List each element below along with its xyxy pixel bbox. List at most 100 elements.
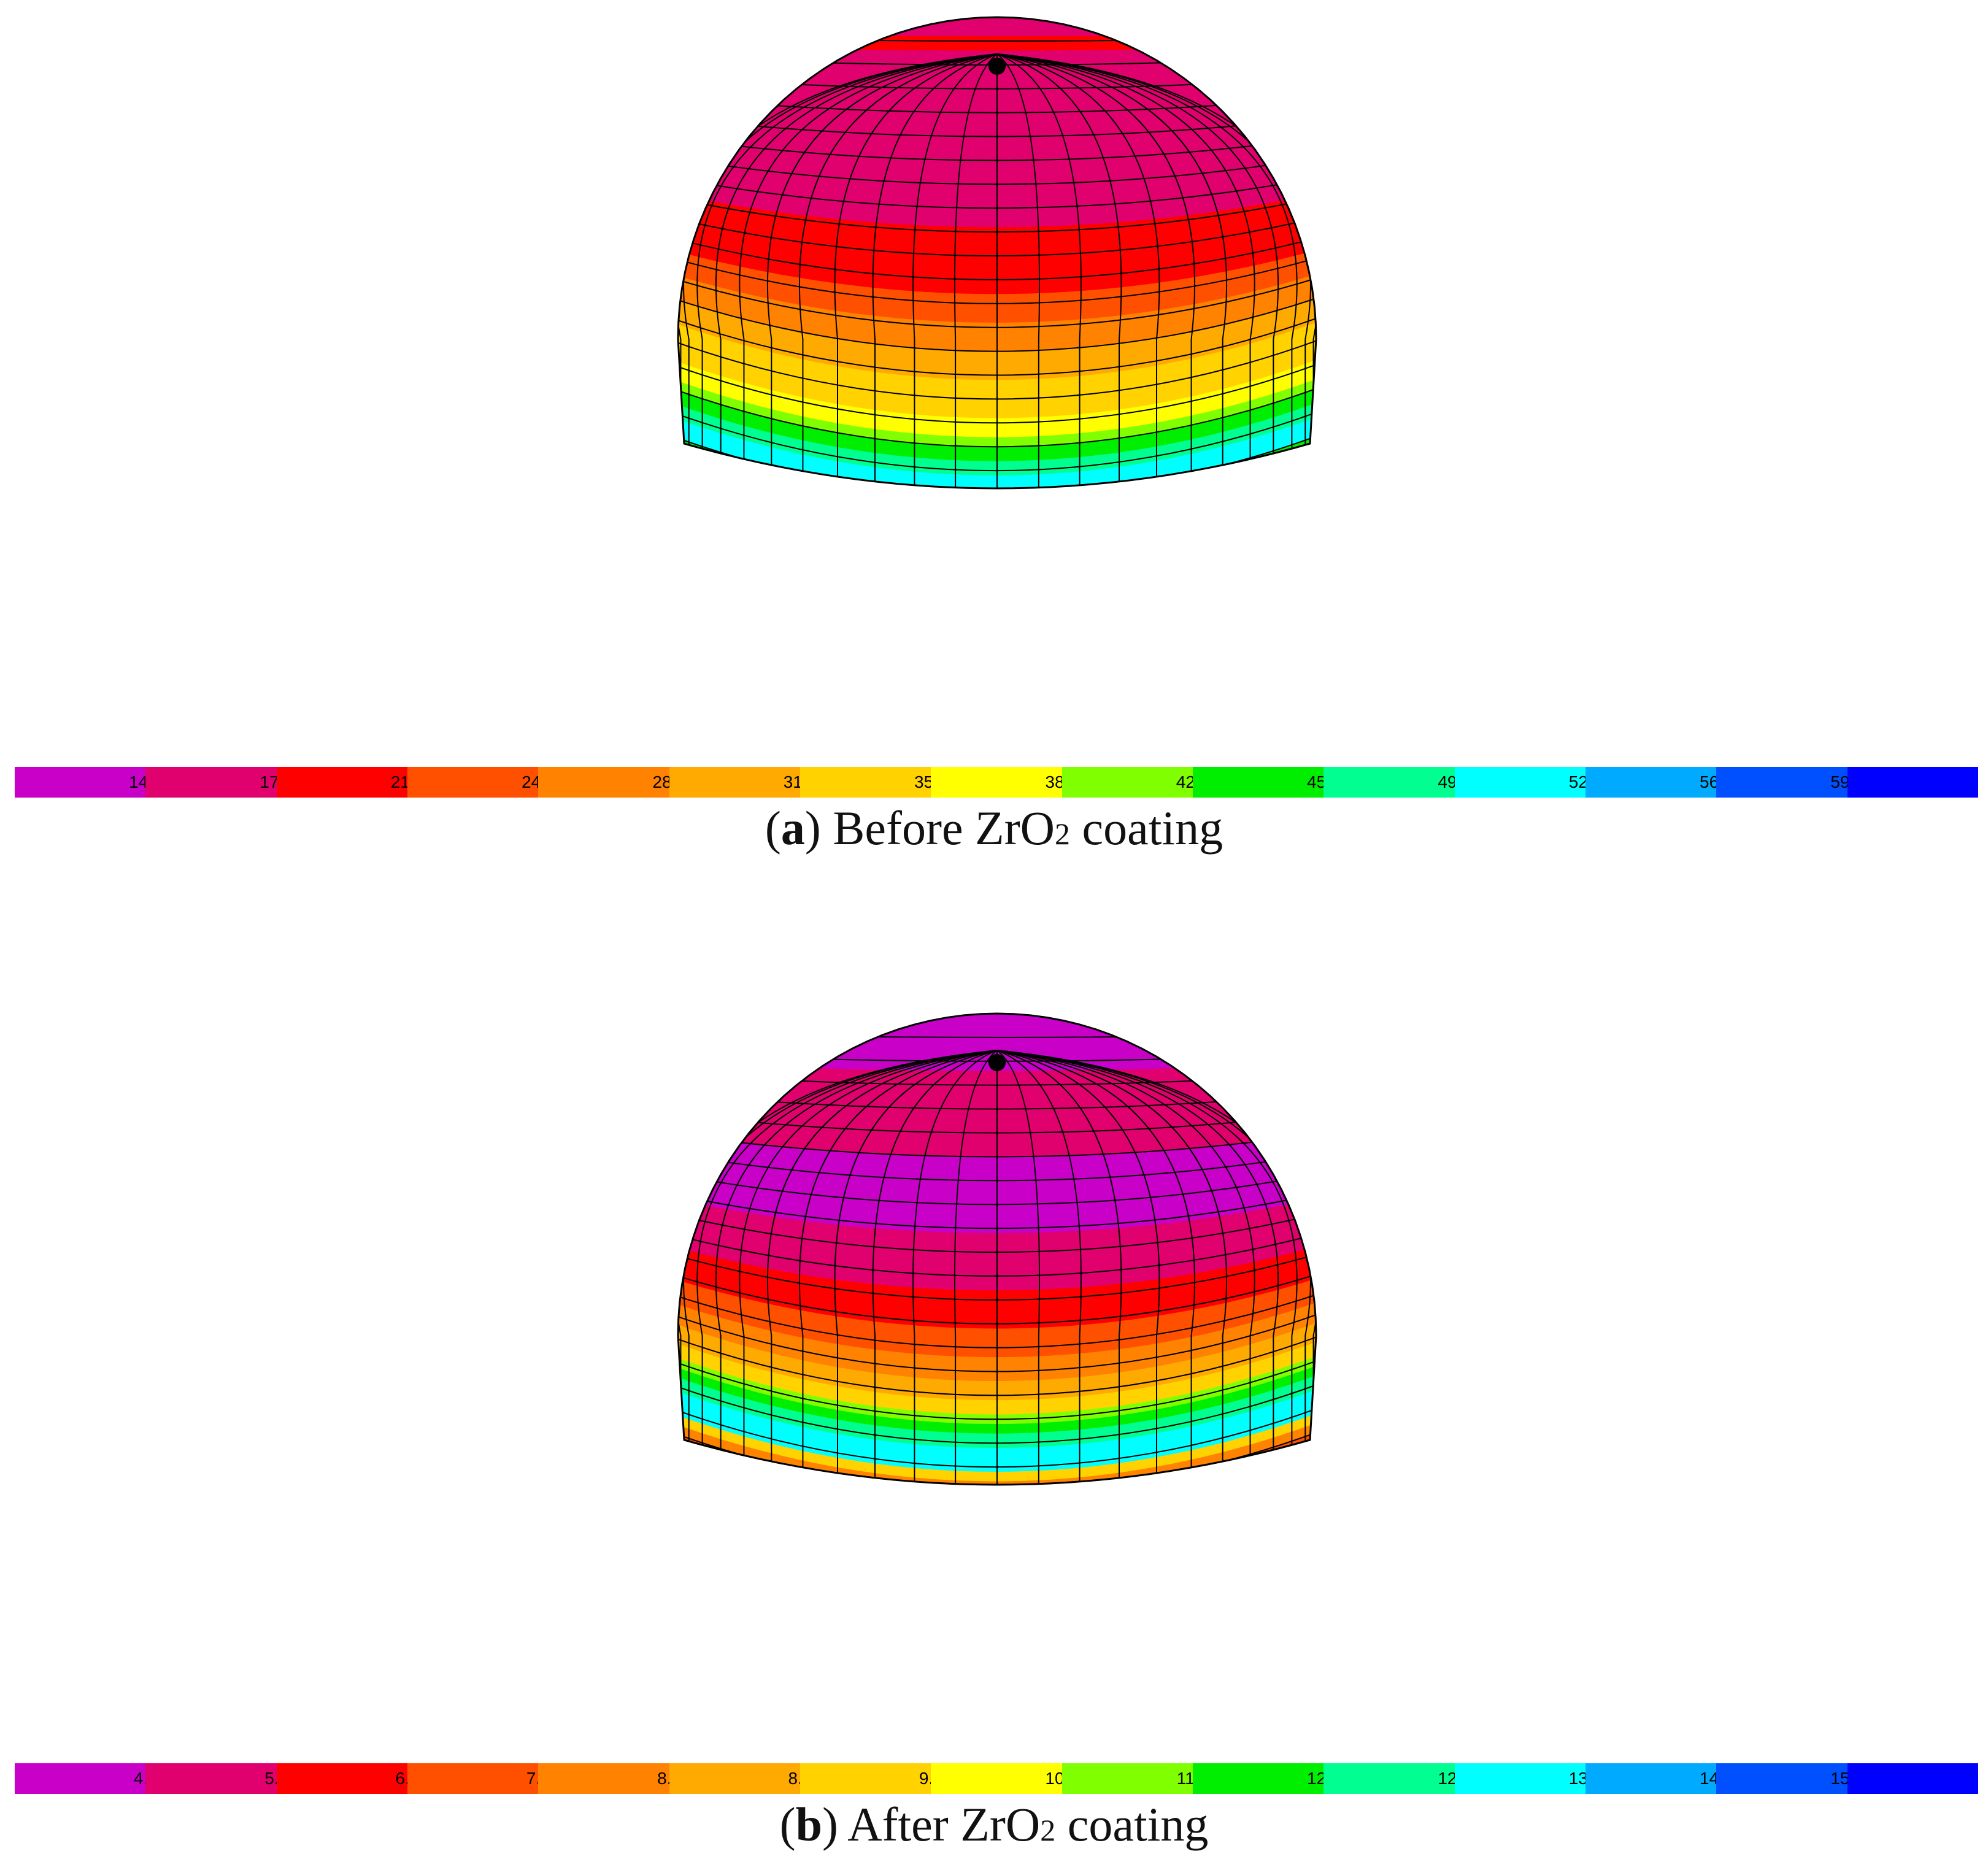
colorbar-segment: 21.0	[276, 767, 424, 798]
mesh-latitude	[678, 396, 1316, 472]
caption-text-end: coating	[1070, 801, 1223, 855]
mesh-latitude	[678, 169, 1316, 209]
mesh-meridian	[996, 1050, 1228, 1485]
caption-text: After ZrO	[847, 1798, 1041, 1851]
colorbar-segment: 52.5	[1454, 767, 1602, 798]
mesh-meridian	[912, 1050, 998, 1485]
mesh-pole	[988, 1054, 1006, 1071]
mesh-latitude	[678, 1369, 1316, 1444]
colorbar-segment: 49.0	[1323, 767, 1471, 798]
mesh-latitude	[678, 245, 1316, 304]
mesh-latitude	[678, 1223, 1316, 1277]
mesh-latitude	[678, 1165, 1316, 1206]
mesh-latitude	[678, 1146, 1316, 1182]
panel-b: 4.85.66.47.28.08.89.610.411.212.012.813.…	[0, 996, 1988, 1870]
mesh-meridian	[766, 1050, 998, 1485]
mesh-latitude	[678, 302, 1316, 376]
mesh-meridian	[766, 53, 998, 488]
colorbar-segment: 14.4	[1585, 1763, 1733, 1794]
mesh-meridian	[872, 1050, 998, 1485]
colorbar-segment: 28.0	[538, 767, 686, 798]
caption-text-end: coating	[1055, 1798, 1209, 1851]
mesh-latitude	[678, 1242, 1316, 1301]
mesh-latitude	[678, 1204, 1316, 1253]
colorbar-segment: 15.2	[1716, 1763, 1864, 1794]
colorbar: 4.85.66.47.28.08.89.610.411.212.012.813.…	[15, 1763, 1978, 1794]
mesh-latitude	[678, 1184, 1316, 1229]
colorbar-segment: 59.5	[1716, 767, 1864, 798]
mesh-meridian	[834, 53, 998, 488]
mesh-meridian	[996, 53, 1122, 488]
colorbar-segment: 42.0	[1061, 767, 1209, 798]
colorbar-segment: 31.5	[669, 767, 817, 798]
colorbar-segment: 7.2	[407, 1763, 550, 1794]
mesh-latitude	[678, 264, 1316, 328]
caption-text: Before ZrO	[833, 801, 1055, 855]
colorbar-segment: 45.5	[1192, 767, 1341, 798]
colorbar-segment: 10.4	[931, 1763, 1079, 1794]
colorbar-segment: 8.8	[669, 1763, 812, 1794]
colorbar-segment: 8.0	[538, 1763, 681, 1794]
mesh-latitude	[678, 325, 1316, 400]
mesh-latitude	[678, 372, 1316, 448]
mesh-meridian	[996, 1050, 1160, 1485]
mesh-meridian	[739, 53, 998, 485]
mesh-meridian	[696, 1050, 998, 1471]
mesh-latitude	[678, 1261, 1316, 1325]
colorbar-segment: 12.0	[1192, 1763, 1341, 1794]
mesh-meridian	[954, 1050, 998, 1485]
mesh-latitude	[678, 1280, 1316, 1349]
colorbar-segment: 38.5	[931, 767, 1079, 798]
mesh-meridian	[872, 53, 998, 488]
mesh-meridian	[954, 53, 998, 488]
colorbar-segment: 35.0	[799, 767, 948, 798]
dome-contour-plot	[677, 16, 1317, 490]
mesh-latitude	[678, 1321, 1316, 1396]
mesh-latitude	[678, 150, 1316, 185]
colorbar: 14.017.521.024.528.031.535.038.542.045.5…	[15, 767, 1978, 798]
figure-caption: (a) Before ZrO2 coating	[765, 801, 1223, 855]
caption-subscript: 2	[1055, 817, 1071, 851]
mesh-latitude	[678, 226, 1316, 280]
mesh-latitude	[678, 1345, 1316, 1420]
caption-letter: b	[795, 1798, 823, 1851]
mesh-meridian	[996, 1050, 1041, 1485]
mesh-meridian	[996, 53, 1160, 488]
mesh-latitude	[678, 207, 1316, 256]
figure-caption: (b) After ZrO2 coating	[779, 1798, 1209, 1851]
mesh-meridian	[996, 53, 1228, 488]
dome-contour-plot	[677, 1012, 1317, 1486]
caption-subscript: 2	[1040, 1813, 1056, 1847]
mesh-latitude	[678, 1393, 1316, 1468]
mesh-meridian	[996, 53, 1082, 488]
mesh-latitude	[678, 348, 1316, 424]
colorbar-segment: 24.5	[407, 767, 555, 798]
colorbar-segment: 4.8	[15, 1763, 158, 1794]
mesh-meridian	[996, 1050, 1255, 1481]
mesh-meridian	[996, 53, 1255, 485]
colorbar-segment: 12.8	[1323, 1763, 1471, 1794]
mesh-meridian	[996, 1050, 1082, 1485]
mesh-latitude	[678, 188, 1316, 233]
panel-a: 14.017.521.024.528.031.535.038.542.045.5…	[0, 0, 1988, 871]
mesh-latitude	[678, 1299, 1316, 1372]
mesh-latitude	[678, 283, 1316, 352]
colorbar-segment: 14.0	[15, 767, 163, 798]
colorbar-segment	[1847, 1763, 1978, 1794]
mesh-meridian	[739, 1050, 998, 1481]
mesh-meridian	[696, 53, 998, 474]
colorbar-segment: 17.5	[145, 767, 293, 798]
colorbar-segment: 13.6	[1454, 1763, 1602, 1794]
mesh-meridian	[834, 1050, 998, 1485]
colorbar-segment: 9.6	[799, 1763, 943, 1794]
mesh-pole	[988, 58, 1006, 75]
colorbar-segment: 11.2	[1061, 1763, 1209, 1794]
mesh-meridian	[996, 53, 1041, 488]
mesh-meridian	[996, 1050, 1122, 1485]
colorbar-segment: 6.4	[276, 1763, 419, 1794]
caption-letter: a	[780, 801, 805, 855]
colorbar-segment: 5.6	[145, 1763, 288, 1794]
mesh-meridian	[912, 53, 998, 488]
colorbar-segment: 56.0	[1585, 767, 1733, 798]
colorbar-segment	[1847, 767, 1978, 798]
